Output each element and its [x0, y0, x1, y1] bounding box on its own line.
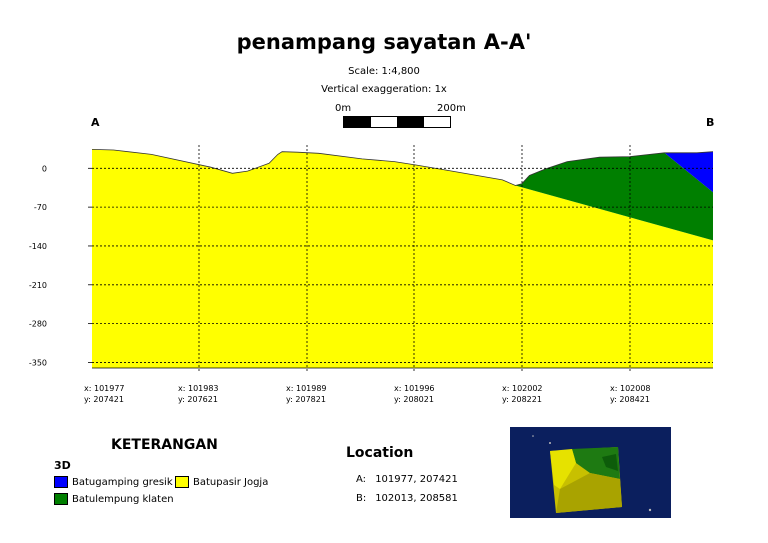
scale-label: Scale: 1:4,800 [348, 66, 420, 77]
scalebar-segment [344, 117, 371, 127]
location-title: Location [346, 445, 414, 461]
x-tick-northing: y: 207621 [178, 395, 218, 404]
endpoint-a-label: A [91, 116, 100, 129]
x-tick-easting: x: 101996 [394, 384, 435, 393]
chart-title: penampang sayatan A-A' [236, 30, 532, 54]
scalebar-start-label: 0m [335, 103, 352, 114]
y-tick-label: 0 [42, 164, 47, 173]
unit-batulempung-klaten [515, 152, 713, 241]
x-tick-label: x: 101996 y: 208021 [394, 383, 435, 405]
x-tick-northing: y: 208421 [610, 395, 650, 404]
legend-item-batulempung-klaten: Batulempung klaten [54, 493, 174, 505]
scalebar [343, 116, 451, 128]
x-tick-easting: x: 101977 [84, 384, 125, 393]
location-row-b: B: 102013, 208581 [356, 493, 458, 504]
x-tick-easting: x: 102008 [610, 384, 651, 393]
legend-swatch [54, 493, 68, 505]
3d-location-map [510, 427, 671, 518]
location-key: B: [356, 493, 367, 504]
terrain-surface-line [91, 149, 714, 186]
legend-group-label: 3D [54, 459, 71, 472]
legend-swatch [54, 476, 68, 488]
legend-item-label: Batulempung klaten [72, 493, 174, 505]
scalebar-segment [397, 117, 424, 127]
y-tick-label: -280 [29, 320, 47, 329]
x-tick-northing: y: 208221 [502, 395, 542, 404]
x-tick-northing: y: 208021 [394, 395, 434, 404]
cross-section-chart: 0 -70 -140 -210 -280 -350 [29, 145, 714, 372]
y-tick-label: -70 [34, 203, 47, 212]
unit-batupasir-jogja [92, 149, 713, 368]
x-tick-label: x: 102008 y: 208421 [610, 383, 651, 405]
scalebar-segment [423, 117, 450, 127]
endpoint-b-label: B [706, 116, 715, 129]
x-tick-label: x: 101989 y: 207821 [286, 383, 327, 405]
x-tick-easting: x: 102002 [502, 384, 543, 393]
scalebar-end-label: 200m [437, 103, 466, 114]
unit-batugamping-gresik [664, 151, 713, 193]
y-tick-label: -350 [29, 358, 47, 367]
location-key: A: [356, 474, 367, 485]
legend-item-label: Batupasir Jogja [193, 476, 269, 488]
location-row-a: A: 101977, 207421 [356, 474, 458, 485]
legend-swatch [175, 476, 189, 488]
legend-item-batupasir-jogja: Batupasir Jogja [175, 476, 268, 488]
x-tick-northing: y: 207421 [84, 395, 124, 404]
x-tick-label: x: 101977 y: 207421 [84, 383, 125, 405]
x-tick-easting: x: 101989 [286, 384, 327, 393]
legend-title: KETERANGAN [111, 437, 218, 453]
x-axis-coordinates: x: 101977 y: 207421 x: 101983 y: 207621 x: 1… [0, 383, 768, 413]
x-tick-northing: y: 207821 [286, 395, 326, 404]
x-tick-easting: x: 101983 [178, 384, 219, 393]
y-tick-label: -210 [29, 281, 47, 290]
scalebar-segment [370, 117, 397, 127]
vertical-exaggeration-label: Vertical exaggeration: 1x [321, 84, 447, 95]
location-value: 101977, 207421 [375, 474, 458, 485]
location-value: 102013, 208581 [375, 493, 458, 504]
legend-item-label: Batugamping gresik [72, 476, 173, 488]
y-tick-label: -140 [29, 242, 47, 251]
x-tick-label: x: 101983 y: 207621 [178, 383, 219, 405]
legend-item-batugamping-gresik: Batugamping gresik [54, 476, 173, 488]
x-tick-label: x: 102002 y: 208221 [502, 383, 543, 405]
